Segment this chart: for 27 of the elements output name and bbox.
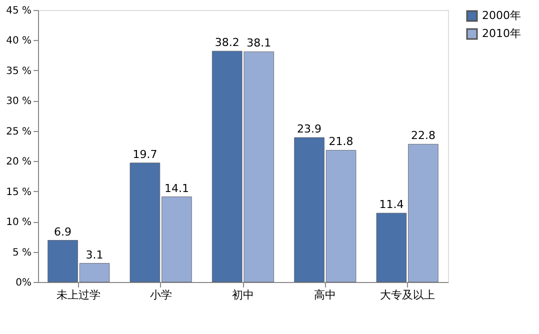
y-tick-label: 5 % [12,247,32,258]
x-tick-label: 初中 [232,288,254,302]
data-label: 3.1 [86,248,104,262]
x-tick-label: 大专及以上 [380,288,435,302]
y-tick-label: 0% [16,278,32,288]
data-label: 11.4 [379,198,404,212]
y-tick-label: 20 % [6,156,32,168]
y-tick-label: 25 % [6,126,32,138]
y-tick-label: 40 % [6,36,32,47]
x-tick-label: 高中 [314,288,336,302]
legend-label: 2010年 [482,27,521,40]
y-tick-label: 10 % [6,217,32,228]
data-label: 6.9 [54,225,72,238]
data-label: 38.1 [246,36,272,50]
y-tick-label: 30 % [6,96,32,108]
legend-label: 2000年 [482,9,521,22]
data-label: 22.8 [410,129,436,142]
y-tick-label: 45 % [6,6,32,16]
y-tick-label: 35 % [6,66,32,77]
data-label: 19.7 [132,148,158,161]
x-tick-label: 未上过学 [56,288,101,302]
data-label: 14.1 [164,182,189,195]
data-label: 38.2 [214,36,240,50]
x-tick-label: 小学 [150,288,172,302]
data-label: 23.9 [297,122,322,136]
data-label: 21.8 [328,135,354,148]
y-tick-label: 15 % [6,186,32,198]
